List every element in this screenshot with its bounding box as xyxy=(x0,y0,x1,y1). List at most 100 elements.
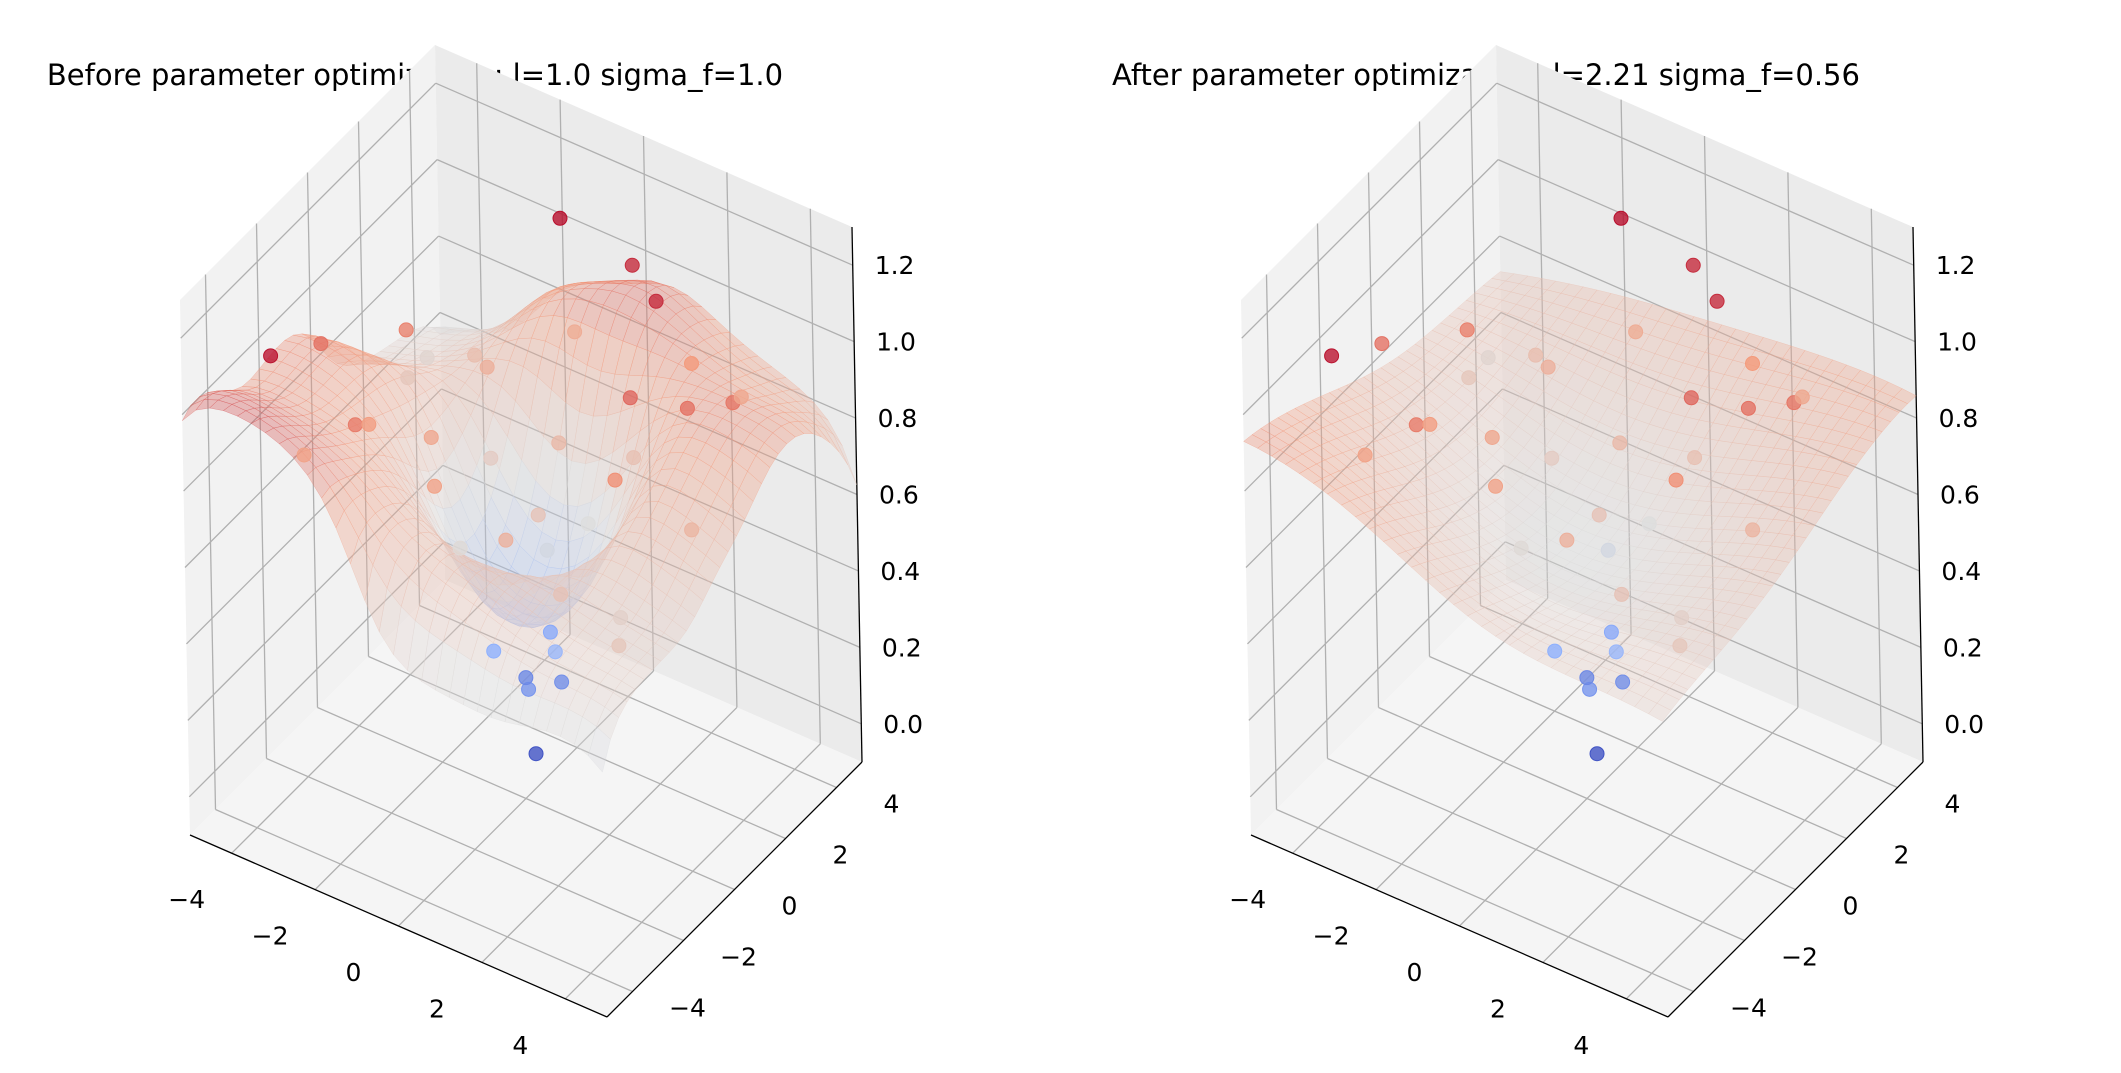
surface-patch xyxy=(1648,702,1672,722)
data-point xyxy=(1357,447,1373,463)
back-gridline xyxy=(1499,235,1917,419)
floor-gridline xyxy=(1429,655,1847,840)
x-tick-label: 0 xyxy=(1407,958,1423,987)
data-point xyxy=(1615,674,1631,690)
data-point xyxy=(1608,644,1624,660)
data-point xyxy=(1591,507,1607,523)
back-gridline xyxy=(442,464,861,648)
left-gridline xyxy=(181,159,438,416)
data-point xyxy=(1484,429,1500,445)
left-gridline xyxy=(183,235,440,492)
back-gridline xyxy=(435,82,853,266)
scatter-points xyxy=(263,210,749,762)
back-gridline xyxy=(1497,159,1916,343)
left-gridline xyxy=(188,541,445,798)
data-point xyxy=(1528,347,1544,363)
back-gridline xyxy=(439,311,858,496)
data-point xyxy=(551,435,567,451)
z-tick-label: 0.0 xyxy=(1944,710,1984,739)
data-point xyxy=(648,293,664,309)
left-gridline xyxy=(1246,388,1503,645)
data-point xyxy=(1461,370,1477,386)
x-tick-label: −4 xyxy=(168,885,205,914)
data-point xyxy=(1613,210,1629,226)
floor-gridline xyxy=(368,655,786,840)
data-point xyxy=(1709,293,1725,309)
data-point xyxy=(1603,624,1619,640)
z-axis-line xyxy=(1912,226,1924,763)
data-point xyxy=(419,350,435,366)
back-gridline xyxy=(438,235,856,419)
z-axis-line xyxy=(851,226,863,763)
data-point xyxy=(467,347,483,363)
x-axis-line xyxy=(1250,834,1669,1018)
data-point xyxy=(427,478,443,494)
left-gridline xyxy=(1242,159,1499,416)
data-point xyxy=(423,429,439,445)
floor-gridline xyxy=(1327,757,1745,942)
floor-gridline xyxy=(215,808,633,993)
data-point xyxy=(1740,400,1756,416)
z-tick-label: 1.0 xyxy=(876,328,916,357)
z-tick-label: 1.0 xyxy=(1937,328,1977,357)
data-point xyxy=(528,746,544,762)
left-3d-plot: −4 −2 0 2 4 −4 −2 0 2 4 0.0 0.2 0.4 0.6 0.8 1.0 1.2 xyxy=(168,45,923,1060)
data-point xyxy=(1641,516,1657,532)
data-point xyxy=(263,348,279,364)
data-point xyxy=(1794,389,1810,405)
data-point xyxy=(624,257,640,273)
y-axis-line xyxy=(1667,761,1924,1018)
data-point xyxy=(607,472,623,488)
data-point xyxy=(1540,359,1556,375)
y-tick-label: 0 xyxy=(782,892,798,921)
data-point xyxy=(542,624,558,640)
surface xyxy=(1243,271,1917,722)
floor-gridline xyxy=(1276,808,1694,993)
z-tick-label: 0.8 xyxy=(878,404,918,433)
x-tick-label: 2 xyxy=(429,994,445,1023)
data-point xyxy=(1589,746,1605,762)
surface-patch xyxy=(588,725,611,773)
y-tick-label: −2 xyxy=(1781,943,1818,972)
data-point xyxy=(479,359,495,375)
data-point xyxy=(622,390,638,406)
z-tick-label: 1.2 xyxy=(875,251,915,280)
back-gridline xyxy=(1505,541,1923,725)
data-point xyxy=(1374,336,1390,352)
data-point xyxy=(554,674,570,690)
x-tick-label: 4 xyxy=(1573,1031,1589,1060)
x-tick-label: 0 xyxy=(346,958,362,987)
data-point xyxy=(452,540,468,556)
data-point xyxy=(1614,586,1630,602)
data-point xyxy=(1544,450,1560,466)
z-tick-label: 0.2 xyxy=(882,633,922,662)
data-point xyxy=(1600,542,1616,558)
z-tick-label: 0.4 xyxy=(1941,557,1981,586)
data-point xyxy=(1628,324,1644,340)
data-point xyxy=(361,416,377,432)
data-point xyxy=(679,400,695,416)
z-tick-label: 0.0 xyxy=(883,710,923,739)
z-tick-label: 0.6 xyxy=(1940,481,1980,510)
left-chart-panel: Before parameter optimization: l=1.0 sig… xyxy=(0,0,1060,1073)
y-axis-line xyxy=(606,761,863,1018)
x-tick-label: −2 xyxy=(252,922,289,951)
data-point xyxy=(611,638,627,654)
z-tick-label: 0.6 xyxy=(879,481,919,510)
y-tick-label: −4 xyxy=(1730,994,1767,1023)
y-tick-label: 2 xyxy=(1894,841,1910,870)
axis-lines xyxy=(189,226,863,1018)
x-tick-label: 4 xyxy=(512,1031,528,1060)
data-point xyxy=(483,450,499,466)
y-tick-label: 4 xyxy=(1945,790,1961,819)
left-gridline xyxy=(1248,464,1505,721)
data-point xyxy=(530,507,546,523)
data-point xyxy=(1547,643,1563,659)
data-point xyxy=(684,522,700,538)
y-tick-label: 0 xyxy=(1843,892,1859,921)
x-axis-line xyxy=(189,834,608,1018)
z-tick-label: 0.8 xyxy=(1939,404,1979,433)
z-tick-label: 1.2 xyxy=(1936,251,1976,280)
data-point xyxy=(552,210,568,226)
left-gridline xyxy=(184,312,441,568)
